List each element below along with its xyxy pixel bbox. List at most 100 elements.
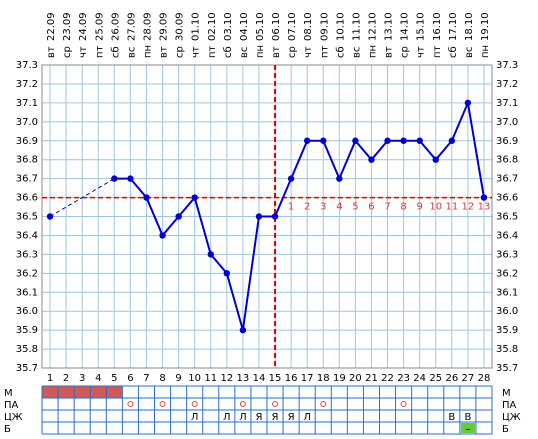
intercourse-mark [320,401,327,407]
phase-day-label: 4 [336,202,342,213]
weekday-label: пт [207,45,218,58]
x-tick-label: 14 [253,373,266,384]
weekday-label: чт [303,46,314,58]
date-label: 05.10 [255,12,266,41]
date-label: 26.09 [110,12,121,41]
weekday-label: сб [448,46,459,58]
temperature-point [207,251,214,258]
y-tick-label: 37.3 [16,60,38,71]
y-tick-label: 35.8 [16,344,38,355]
temperature-point [400,137,407,144]
date-label: 12.10 [367,12,378,41]
mucus-label: Л [303,412,311,423]
row-label: ПА [502,400,517,411]
b-cell [460,423,475,433]
mucus-label: Л [239,412,247,423]
y-tick-label: 35.7 [16,363,38,374]
mucus-label: Л [223,412,231,423]
temperature-line [114,99,485,331]
temperature-point [287,175,295,182]
weekday-label: сб [110,46,121,58]
y-tick-label: 36.8 [496,155,518,166]
y-tick-label: 36.3 [16,249,38,260]
row-label: М [4,388,13,399]
b-label: – [465,424,470,435]
y-tick-label: 36.3 [496,249,518,260]
weekday-label: сб [223,46,234,58]
y-tick-label: 37.2 [496,79,518,90]
date-label: 09.10 [319,12,330,41]
y-tick-label: 36.1 [496,287,518,298]
phase-day-label: 12 [462,202,475,213]
x-tick-label: 19 [333,373,346,384]
temperature-point [352,137,359,144]
intercourse-mark [127,401,134,407]
weekday-label: пт [94,45,105,58]
date-label: 07.10 [287,12,298,41]
date-label: 24.09 [78,12,89,41]
y-tick-label: 36.5 [16,212,38,223]
row-label: Б [4,424,11,435]
x-tick-label: 9 [175,373,181,384]
x-tick-label: 18 [317,373,330,384]
date-label: 25.09 [94,12,105,41]
x-tick-label: 15 [269,373,282,384]
x-tick-label: 25 [429,373,442,384]
weekday-label: пн [480,45,491,58]
x-tick-label: 11 [204,373,217,384]
y-tick-label: 37.0 [16,117,38,128]
phase-day-label: 9 [416,202,422,213]
x-tick-label: 20 [349,373,362,384]
mucus-label: Л [191,412,199,423]
mucus-label: В [448,412,455,423]
y-tick-label: 37.0 [496,117,518,128]
x-tick-label: 12 [220,373,233,384]
weekday-label: пт [432,45,443,58]
weekday-label: сб [335,46,346,58]
y-tick-label: 36.7 [16,174,38,185]
y-tick-label: 36.6 [496,193,518,204]
date-label: 11.10 [351,12,362,41]
y-tick-label: 37.1 [496,98,518,109]
y-tick-label: 37.1 [16,98,38,109]
y-tick-label: 36.0 [496,306,518,317]
weekday-label: чт [416,46,427,58]
x-tick-label: 26 [445,373,458,384]
weekday-label: чт [78,46,89,58]
date-label: 18.10 [464,12,475,41]
weekday-label: вт [384,46,395,58]
temperature-point [191,194,198,201]
y-tick-label: 36.2 [496,268,518,279]
temperature-point [416,137,423,144]
weekday-label: ср [175,46,186,58]
y-tick-label: 36.6 [16,193,38,204]
y-tick-label: 36.9 [496,136,518,147]
temperature-point [159,232,166,239]
menstruation-cell [106,386,123,398]
date-label: 01.10 [191,12,202,41]
row-label: Б [502,424,509,435]
intercourse-mark [239,401,246,407]
plot-border [41,64,493,369]
x-tick-label: 6 [127,373,133,384]
x-tick-label: 21 [365,373,378,384]
x-tick-label: 13 [237,373,250,384]
weekday-label: ср [400,46,411,58]
date-label: 29.09 [159,12,170,41]
temperature-point [384,137,391,144]
y-tick-label: 36.4 [496,230,518,241]
date-label: 30.09 [175,12,186,41]
y-tick-label: 37.3 [496,60,518,71]
y-tick-label: 36.5 [496,212,518,223]
y-tick-label: 35.8 [496,344,518,355]
intercourse-mark [191,401,198,407]
temperature-point [464,99,472,107]
phase-day-label: 1 [288,202,294,213]
menstruation-cell [90,386,107,398]
phase-day-label: 6 [368,202,374,213]
x-tick-label: 8 [159,373,165,384]
menstruation-cell [74,386,91,398]
row-label: ЦЖ [4,412,23,423]
date-label: 08.10 [303,12,314,41]
